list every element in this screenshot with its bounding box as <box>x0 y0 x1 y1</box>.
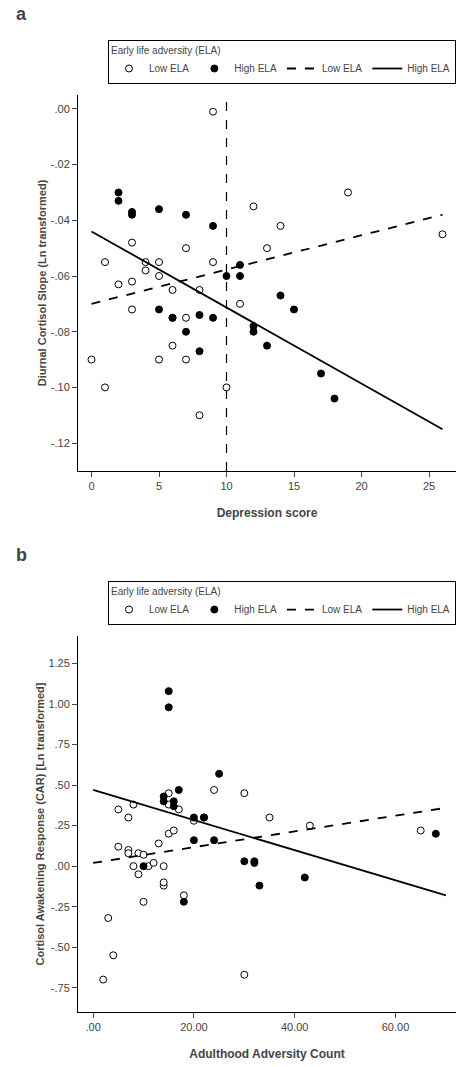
svg-text:0: 0 <box>88 480 94 492</box>
svg-text:Early life adversity (ELA): Early life adversity (ELA) <box>111 586 220 597</box>
svg-text:b: b <box>16 545 27 565</box>
svg-text:High ELA: High ELA <box>407 604 450 615</box>
svg-text:1.25: 1.25 <box>48 657 69 669</box>
svg-text:Low ELA: Low ELA <box>149 604 189 615</box>
svg-text:.00: .00 <box>55 860 70 872</box>
svg-text:20.00: 20.00 <box>180 1021 208 1033</box>
svg-text:20: 20 <box>355 480 367 492</box>
svg-text:-.06: -.06 <box>51 270 70 282</box>
svg-text:-.25: -.25 <box>51 901 70 913</box>
svg-text:-.12: -.12 <box>51 437 70 449</box>
svg-text:15: 15 <box>288 480 300 492</box>
svg-text:.50: .50 <box>55 779 70 791</box>
svg-text:10: 10 <box>220 480 232 492</box>
svg-text:Low ELA: Low ELA <box>149 63 189 74</box>
svg-text:5: 5 <box>156 480 162 492</box>
svg-text:60.00: 60.00 <box>382 1021 410 1033</box>
svg-text:.25: .25 <box>55 819 70 831</box>
svg-text:Low ELA: Low ELA <box>322 63 362 74</box>
svg-text:High ELA: High ELA <box>407 63 450 74</box>
svg-text:Low ELA: Low ELA <box>322 604 362 615</box>
svg-text:a: a <box>16 4 27 24</box>
svg-text:40.00: 40.00 <box>281 1021 309 1033</box>
svg-text:-.50: -.50 <box>51 941 70 953</box>
svg-text:.00: .00 <box>55 103 70 115</box>
svg-text:High ELA: High ELA <box>234 604 277 615</box>
svg-text:-.08: -.08 <box>51 326 70 338</box>
svg-text:Diurnal Cortisol Slope (Ln tra: Diurnal Cortisol Slope (Ln transformed) <box>36 179 48 386</box>
svg-text:.00: .00 <box>85 1021 100 1033</box>
svg-text:1.00: 1.00 <box>48 698 69 710</box>
svg-text:25: 25 <box>423 480 435 492</box>
svg-text:-.04: -.04 <box>51 214 70 226</box>
svg-text:-.02: -.02 <box>51 158 70 170</box>
svg-text:Cortisol Awakening Response (C: Cortisol Awakening Response (CAR) [Ln tr… <box>34 682 46 965</box>
svg-text:Depression score: Depression score <box>217 506 318 520</box>
svg-text:-.75: -.75 <box>51 982 70 994</box>
svg-text:-.10: -.10 <box>51 381 70 393</box>
svg-text:.75: .75 <box>55 738 70 750</box>
svg-text:Early life adversity (ELA): Early life adversity (ELA) <box>111 45 220 56</box>
svg-text:Adulthood Adversity Count: Adulthood Adversity Count <box>189 1047 345 1061</box>
svg-text:High ELA: High ELA <box>234 63 277 74</box>
